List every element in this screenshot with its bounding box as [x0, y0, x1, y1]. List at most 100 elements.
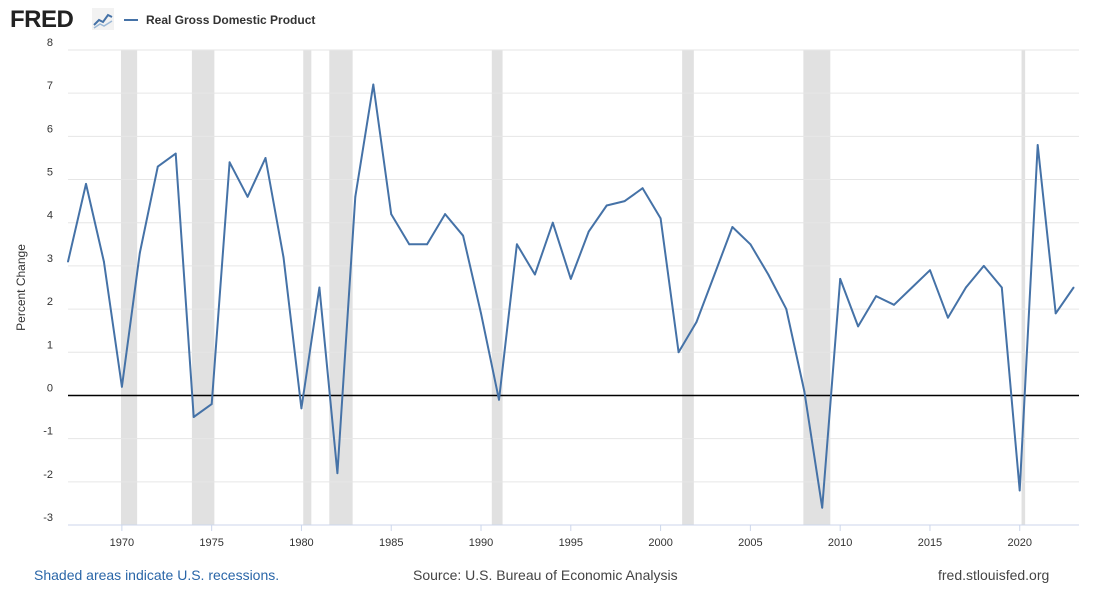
data-point — [587, 230, 590, 233]
chart-header: FRED Real Gross Domestic Product — [0, 0, 1100, 40]
data-point — [85, 182, 87, 185]
x-tick-label: 2010 — [828, 537, 852, 549]
data-point — [569, 277, 572, 280]
y-axis-label: Percent Change — [14, 244, 28, 331]
gridlines-layer — [68, 49, 1079, 526]
data-point — [1072, 286, 1075, 289]
data-point — [120, 385, 123, 388]
chart-legend[interactable]: Real Gross Domestic Product — [124, 12, 315, 28]
data-point — [192, 416, 195, 418]
source-note: Source: U.S. Bureau of Economic Analysis — [413, 567, 678, 583]
recession-band — [491, 50, 503, 525]
x-tick-label: 2015 — [918, 537, 942, 549]
recession-band — [191, 50, 215, 525]
recession-band — [120, 50, 138, 525]
data-point — [767, 273, 770, 276]
data-point — [390, 213, 393, 215]
x-tick-label: 1970 — [110, 537, 134, 549]
data-point — [156, 165, 159, 168]
gdp-line-chart[interactable]: -3 -2 -1 0 1 2 3 4 5 6 7 8 1970 1975 1980 1985 1990 1995 2… — [0, 0, 1100, 560]
x-tick-label: 1975 — [199, 537, 223, 549]
data-point — [408, 243, 411, 246]
data-point — [695, 321, 698, 323]
y-tick-label: 4 — [47, 210, 53, 222]
data-point — [210, 403, 213, 405]
site-url[interactable]: fred.stlouisfed.org — [938, 567, 1050, 583]
data-point — [462, 234, 464, 237]
y-tick-label: -3 — [43, 512, 53, 524]
data-point — [839, 277, 842, 280]
x-tick-label: 1980 — [289, 537, 313, 549]
data-point — [533, 273, 536, 276]
y-tick-label: 5 — [47, 167, 53, 179]
data-point — [659, 217, 662, 220]
data-point — [749, 243, 752, 246]
data-point — [803, 390, 806, 393]
recession-shading-layer — [120, 50, 1026, 525]
data-point — [857, 325, 860, 328]
data-point — [138, 252, 141, 254]
y-tick-label: 3 — [47, 253, 53, 265]
data-point — [67, 260, 69, 263]
recession-band — [329, 50, 353, 525]
data-point — [623, 200, 626, 203]
data-point — [821, 506, 824, 509]
fred-logo[interactable]: FRED — [10, 6, 74, 33]
data-point — [1036, 144, 1039, 146]
recession-band — [803, 50, 831, 525]
axis-layer: -3 -2 -1 0 1 2 3 4 5 6 7 8 1970 1975 1980 1985 1990 1995 2… — [14, 37, 1079, 549]
data-point — [336, 472, 339, 475]
series-layer — [67, 83, 1075, 509]
y-tick-label: -2 — [43, 469, 53, 481]
recession-band — [303, 50, 312, 525]
recession-note: Shaded areas indicate U.S. recessions. — [34, 567, 280, 583]
data-point — [228, 161, 231, 164]
data-point — [174, 152, 177, 155]
y-tick-label: 6 — [47, 123, 53, 135]
x-tick-label: 1985 — [379, 537, 403, 549]
data-point — [444, 213, 447, 215]
data-point — [641, 187, 644, 190]
x-tick-label: 2005 — [738, 537, 762, 549]
data-point — [731, 226, 734, 228]
data-point — [480, 312, 482, 315]
data-point — [516, 243, 518, 246]
x-tick-label: 1995 — [559, 537, 583, 549]
data-point — [1000, 286, 1003, 289]
data-point — [713, 273, 716, 276]
data-point — [426, 243, 429, 246]
data-point — [893, 303, 895, 306]
data-point — [982, 265, 985, 267]
recession-band — [1021, 50, 1026, 525]
y-tick-label: 8 — [47, 37, 53, 49]
data-point — [1054, 312, 1057, 315]
data-point — [354, 195, 357, 198]
data-point — [875, 295, 877, 298]
data-point — [282, 256, 285, 259]
y-tick-label: 7 — [47, 80, 53, 92]
data-point — [929, 269, 931, 272]
y-tick-label: -1 — [43, 426, 53, 438]
x-tick-label: 1990 — [469, 537, 493, 549]
data-point — [785, 308, 788, 310]
data-point — [372, 83, 375, 86]
data-point — [964, 286, 967, 289]
series-line — [67, 83, 1075, 509]
data-point — [911, 286, 913, 289]
data-point — [677, 351, 680, 354]
legend-label: Real Gross Domestic Product — [146, 13, 316, 27]
data-point — [300, 407, 303, 410]
data-point — [103, 260, 105, 263]
data-point — [246, 195, 249, 198]
data-point — [264, 157, 267, 159]
y-tick-label: 1 — [47, 339, 53, 351]
data-point — [498, 398, 500, 401]
data-point — [551, 221, 554, 224]
y-tick-label: 2 — [47, 296, 53, 308]
x-tick-label: 2020 — [1007, 537, 1031, 549]
recession-band — [682, 50, 694, 525]
legend-swatch — [124, 19, 138, 21]
y-tick-label: 0 — [47, 382, 53, 394]
data-point — [318, 286, 321, 289]
x-tick-label: 2000 — [648, 537, 672, 549]
